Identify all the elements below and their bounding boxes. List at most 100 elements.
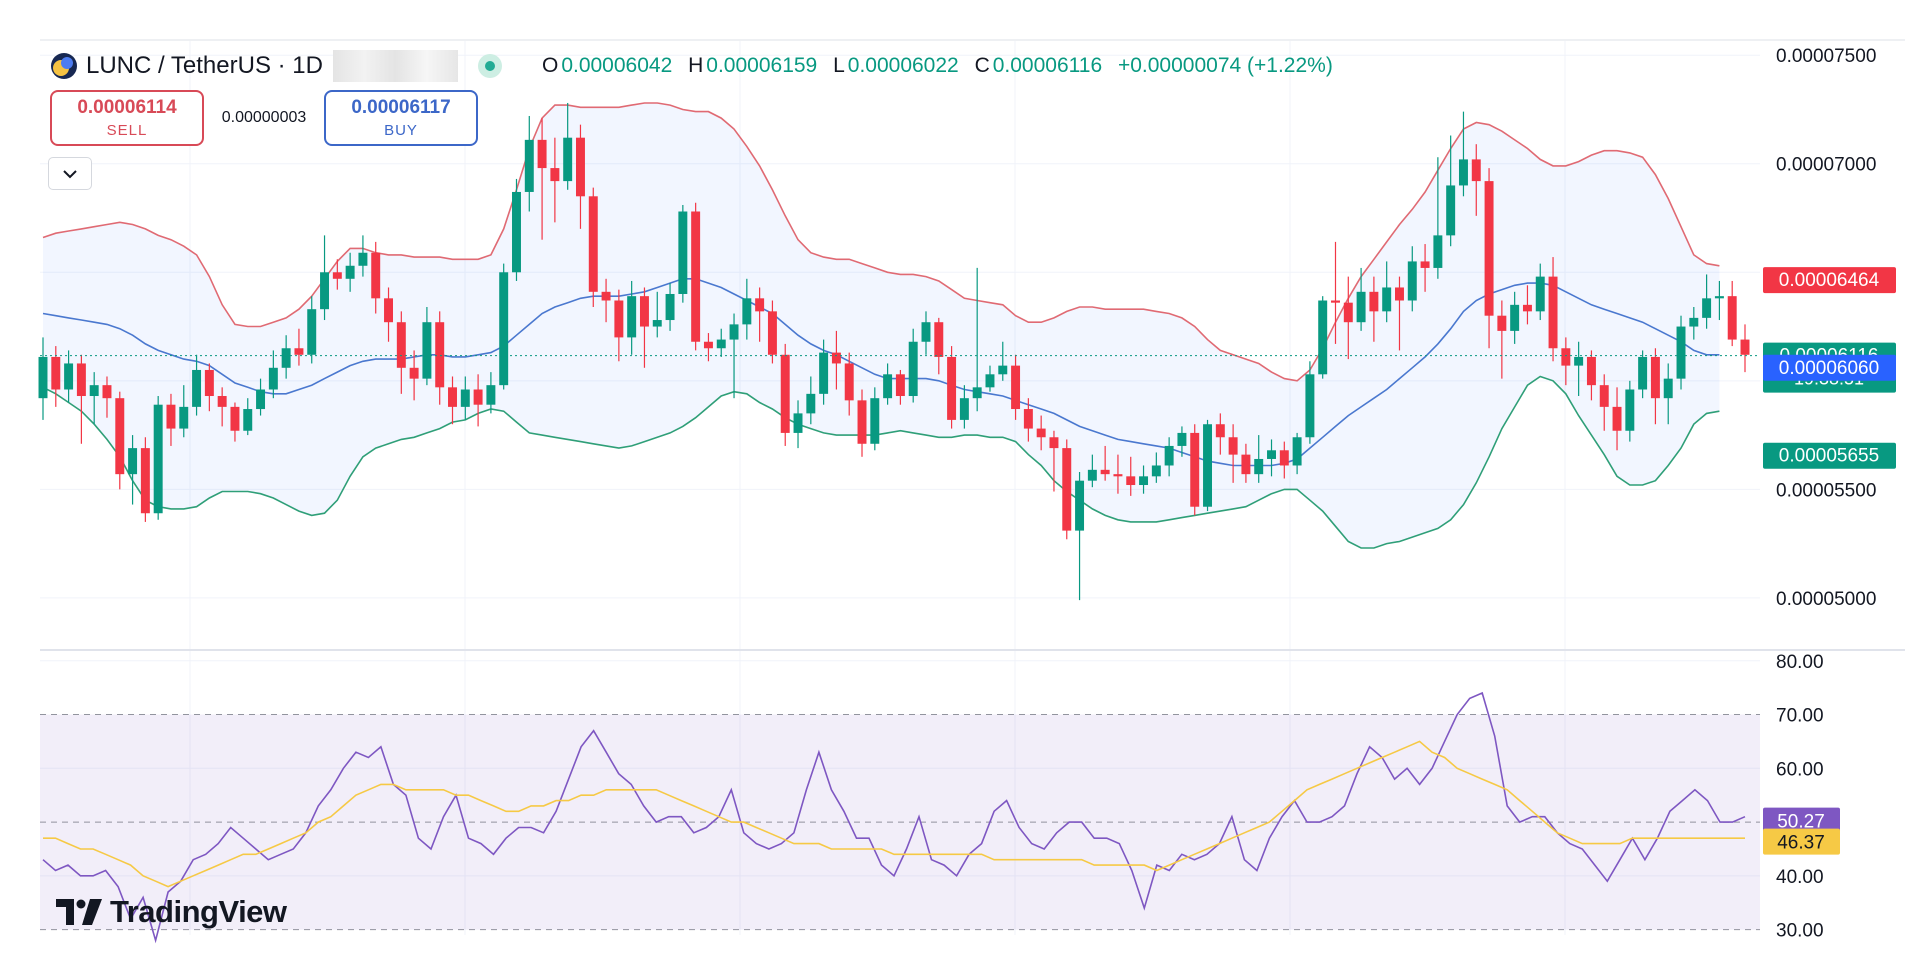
sell-label: SELL [106, 122, 148, 139]
rsi-ma-line [43, 740, 1745, 888]
candle-body [959, 398, 969, 420]
bollinger-fill [43, 103, 1720, 548]
buy-button[interactable]: 0.00006117 BUY [324, 90, 478, 146]
candle [1586, 350, 1596, 401]
price-axis[interactable]: 0.00005000 0.00005500 0.00007000 0.00007500 [1776, 46, 1876, 610]
candle [1049, 430, 1059, 492]
candle-body [153, 404, 163, 514]
candle [51, 346, 61, 407]
candle-body [1638, 356, 1648, 390]
candle [1164, 437, 1174, 477]
candle-body [1497, 315, 1507, 331]
candle-body [1702, 298, 1712, 318]
candle [179, 385, 189, 438]
symbol-title[interactable]: LUNC / TetherUS · 1D [86, 52, 323, 79]
candle-body [1292, 437, 1302, 466]
candle-body [947, 356, 957, 420]
candle-body [639, 296, 649, 327]
candle [691, 202, 701, 351]
price-tick-label: 0.00005000 [1776, 589, 1876, 610]
candle [204, 363, 214, 412]
candle-body [371, 252, 381, 299]
candle [409, 350, 419, 401]
candle-body [780, 354, 790, 433]
price-label-box [1763, 442, 1896, 469]
candle-body [575, 137, 585, 197]
candle-body [755, 298, 765, 312]
candle [217, 387, 227, 427]
candle [256, 378, 266, 416]
market-open-icon[interactable] [477, 54, 502, 78]
candle-body [1305, 374, 1315, 438]
candle [243, 398, 253, 436]
candle [1638, 350, 1648, 399]
candle [1702, 274, 1712, 329]
candle-body [844, 363, 854, 401]
rsi-axis[interactable]: 80.00 70.00 60.00 40.00 30.00 [1776, 652, 1824, 942]
price-tick-label: 0.00005500 [1776, 480, 1876, 501]
candle-body [1343, 302, 1353, 323]
candle [857, 389, 867, 457]
candle [883, 363, 893, 405]
candle [1689, 307, 1699, 340]
candle [767, 300, 777, 364]
candle-body [384, 298, 393, 323]
sell-button[interactable]: 0.00006114 SELL [50, 90, 204, 146]
spread-value: 0.00000003 [221, 109, 307, 126]
candle [1382, 261, 1392, 323]
candle-body [1574, 356, 1584, 366]
rsi-value-label: 46.37 [1763, 828, 1840, 855]
candle-body [256, 389, 266, 410]
candle-body [1100, 469, 1110, 475]
candle-body [1254, 458, 1264, 475]
candle-body [1586, 356, 1596, 386]
candle-body [486, 385, 496, 405]
candle [806, 376, 816, 425]
candle-body [1241, 454, 1251, 475]
candle [1727, 280, 1737, 347]
candle [793, 400, 803, 449]
candle-body [358, 252, 368, 266]
candle-body [921, 322, 931, 342]
candle-body [268, 367, 278, 390]
candle-body [345, 265, 355, 279]
candle-body [819, 352, 829, 394]
rsi-tick-label: 30.00 [1776, 921, 1824, 942]
price-label: 0.00005655 [1763, 442, 1896, 469]
candle-body [870, 398, 880, 444]
price-label-text: 0.00006464 [1779, 270, 1880, 291]
candle-body [729, 324, 739, 340]
collapse-button[interactable] [48, 157, 92, 190]
candle [1650, 348, 1660, 425]
candle [870, 387, 880, 451]
candle [1023, 398, 1033, 442]
candle [985, 365, 995, 392]
candle [934, 317, 944, 375]
candle-body [806, 393, 816, 414]
candle-body [422, 322, 432, 379]
candle-body [716, 339, 726, 349]
candle-body [320, 272, 330, 310]
candle-body [1535, 276, 1545, 312]
candle [1548, 257, 1558, 362]
candle-body [102, 385, 112, 399]
candle-body [140, 448, 150, 514]
close-value: 0.00006116 [992, 54, 1103, 77]
candle [486, 372, 496, 414]
candle [192, 354, 202, 416]
rsi-tick-label: 60.00 [1776, 759, 1824, 780]
candle [1561, 337, 1571, 386]
candle [716, 328, 726, 357]
candle-body [1395, 287, 1404, 301]
candle-body [1228, 437, 1238, 455]
candle [1331, 241, 1340, 344]
candle [332, 259, 342, 290]
candle-body [1023, 409, 1033, 429]
candle-body [1164, 445, 1174, 466]
candle-body [499, 272, 509, 386]
candle [1254, 435, 1264, 483]
candle [780, 343, 790, 446]
rsi-line [42, 691, 1746, 944]
